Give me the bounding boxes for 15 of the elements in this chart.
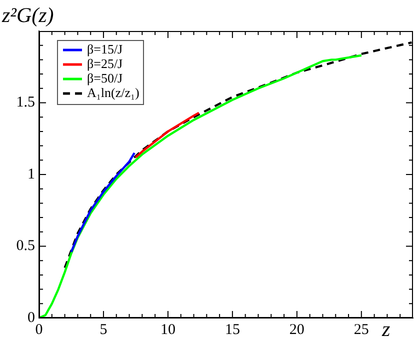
y-axis-title: z²G(z) bbox=[1, 3, 54, 27]
y-tick-label: 0.5 bbox=[16, 238, 35, 254]
y-tick-label: 0 bbox=[28, 310, 35, 326]
x-tick-label: 5 bbox=[100, 322, 108, 338]
legend-label: A₁ln(z/z₁) bbox=[87, 84, 140, 100]
y-tick-label: 1.5 bbox=[16, 94, 35, 111]
x-tick-label: 25 bbox=[354, 322, 369, 338]
legend-label: β=25/J bbox=[87, 56, 123, 71]
legend-label: β=50/J bbox=[87, 70, 123, 86]
y-tick-label: 1 bbox=[28, 166, 35, 182]
x-tick-label: 10 bbox=[160, 322, 176, 338]
x-tick-label: 15 bbox=[224, 322, 240, 338]
x-axis-title: z bbox=[381, 317, 390, 339]
legend-label: β=15/J bbox=[87, 41, 123, 56]
x-tick-label: 20 bbox=[289, 322, 304, 338]
